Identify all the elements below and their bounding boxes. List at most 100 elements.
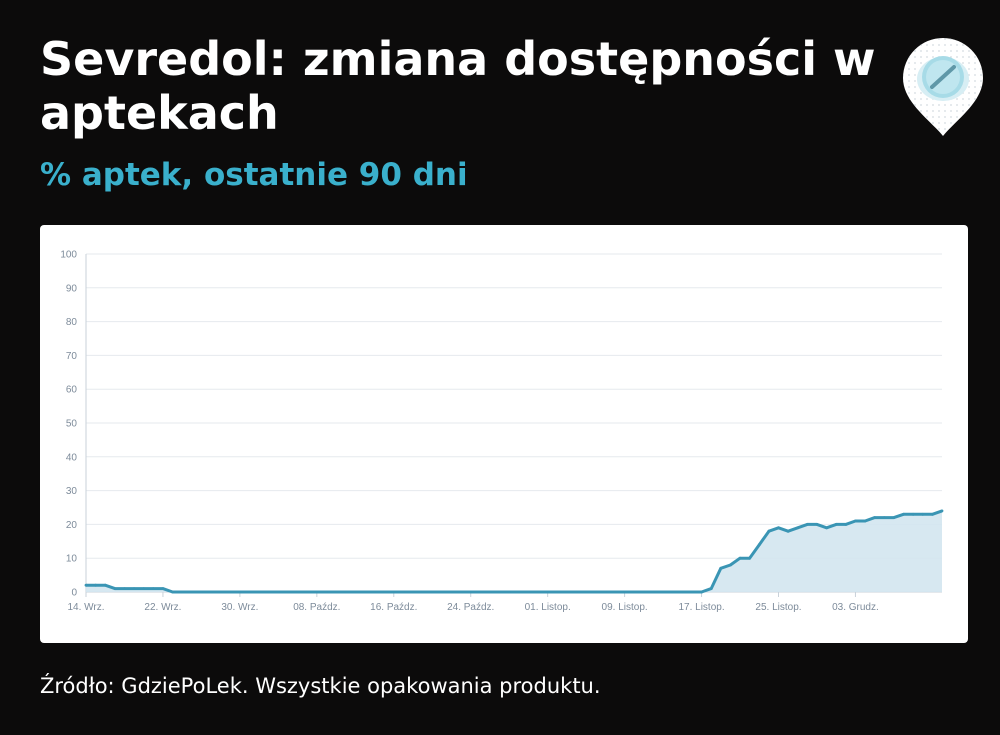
data-point: [738, 556, 742, 560]
x-tick-label: 16. Paźdz.: [370, 602, 417, 613]
data-point: [536, 590, 540, 594]
chart-subtitle: % aptek, ostatnie 90 dni: [40, 157, 468, 193]
data-point: [353, 590, 357, 594]
data-point: [402, 590, 405, 594]
data-point: [902, 512, 905, 516]
data-point: [882, 516, 886, 519]
data-point: [421, 590, 424, 594]
y-tick-label: 80: [66, 317, 78, 328]
data-point: [430, 590, 434, 594]
data-point: [652, 590, 655, 594]
data-point: [132, 587, 136, 590]
series-area: [86, 510, 942, 592]
x-tick-label: 30. Wrz.: [221, 602, 258, 613]
data-point: [623, 590, 626, 594]
series-line: [86, 509, 943, 594]
data-point: [94, 583, 97, 587]
data-point: [488, 590, 492, 594]
data-point: [700, 590, 703, 594]
data-point: [863, 519, 867, 523]
data-point: [190, 590, 194, 594]
x-tick-label: 03. Grudz.: [832, 602, 879, 613]
data-point: [931, 512, 934, 516]
x-axis: 14. Wrz. 22. Wrz. 30. Wrz. 08. Paźdz. 16. Pa…: [67, 592, 879, 613]
data-point: [382, 590, 386, 594]
data-point: [911, 512, 915, 516]
data-point: [671, 590, 675, 594]
x-tick-label: 01. Listop.: [525, 602, 571, 613]
data-point: [469, 590, 473, 594]
data-point: [604, 590, 607, 594]
y-tick-label: 70: [66, 351, 78, 362]
y-tick-label: 50: [66, 419, 78, 430]
data-point: [825, 526, 828, 530]
x-tick-label: 17. Listop.: [678, 602, 724, 613]
data-point: [459, 590, 463, 594]
data-point: [277, 590, 280, 594]
y-tick-label: 100: [60, 250, 77, 261]
data-point: [527, 590, 530, 594]
data-point: [209, 590, 213, 594]
data-point: [921, 512, 925, 516]
data-point: [450, 590, 453, 594]
pill-location-pin-icon: [900, 36, 986, 140]
data-point: [305, 590, 309, 594]
data-point: [113, 587, 117, 590]
data-point: [555, 590, 559, 594]
data-point: [161, 587, 165, 590]
data-point: [594, 590, 598, 594]
data-point: [719, 566, 723, 570]
data-point: [777, 526, 780, 530]
data-point: [873, 516, 877, 519]
x-tick-label: 14. Wrz.: [67, 602, 104, 613]
y-tick-label: 40: [66, 452, 78, 463]
data-point: [498, 590, 501, 594]
data-point: [661, 590, 665, 594]
series-points: [84, 509, 944, 594]
source-note: Źródło: GdziePoLek. Wszystkie opakowania…: [40, 674, 601, 698]
data-point: [757, 543, 761, 547]
y-tick-label: 0: [71, 588, 77, 599]
data-point: [690, 590, 694, 594]
data-point: [796, 526, 800, 530]
data-point: [315, 590, 319, 594]
data-point: [171, 590, 175, 594]
data-point: [228, 590, 232, 594]
data-point: [334, 590, 338, 594]
data-point: [257, 590, 261, 594]
data-point: [854, 519, 857, 523]
y-tick-label: 30: [66, 486, 78, 497]
y-tick-label: 60: [66, 385, 78, 396]
y-tick-label: 90: [66, 283, 78, 294]
data-point: [84, 583, 88, 587]
data-point: [680, 590, 684, 594]
data-point: [584, 590, 588, 594]
data-point: [844, 523, 848, 526]
data-point: [940, 509, 944, 513]
chart-svg: 0 10 20 30 40 50 60 70 80 90 100 14. Wrz. 22. Wrz. 3…: [60, 250, 944, 613]
x-tick-label: 25. Listop.: [755, 602, 801, 613]
data-point: [411, 590, 415, 594]
x-tick-label: 09. Listop.: [602, 602, 648, 613]
data-point: [478, 590, 482, 594]
data-point: [892, 516, 896, 519]
data-point: [142, 587, 146, 590]
data-point: [786, 529, 790, 533]
data-point: [219, 590, 223, 594]
data-point: [238, 590, 242, 594]
data-point: [103, 583, 107, 587]
y-axis: 0 10 20 30 40 50 60 70 80 90 100: [60, 250, 77, 599]
data-point: [642, 590, 646, 594]
data-point: [123, 587, 126, 590]
x-tick-label: 22. Wrz.: [144, 602, 181, 613]
data-point: [286, 590, 290, 594]
grid-lines: [85, 253, 942, 593]
data-point: [748, 556, 751, 560]
data-point: [767, 529, 771, 533]
chart-panel: 0 10 20 30 40 50 60 70 80 90 100 14. Wrz. 22. Wrz. 3…: [40, 225, 968, 643]
data-point: [248, 590, 251, 594]
y-tick-label: 20: [66, 520, 78, 531]
data-point: [815, 523, 819, 526]
data-point: [200, 590, 203, 594]
data-point: [729, 563, 732, 567]
